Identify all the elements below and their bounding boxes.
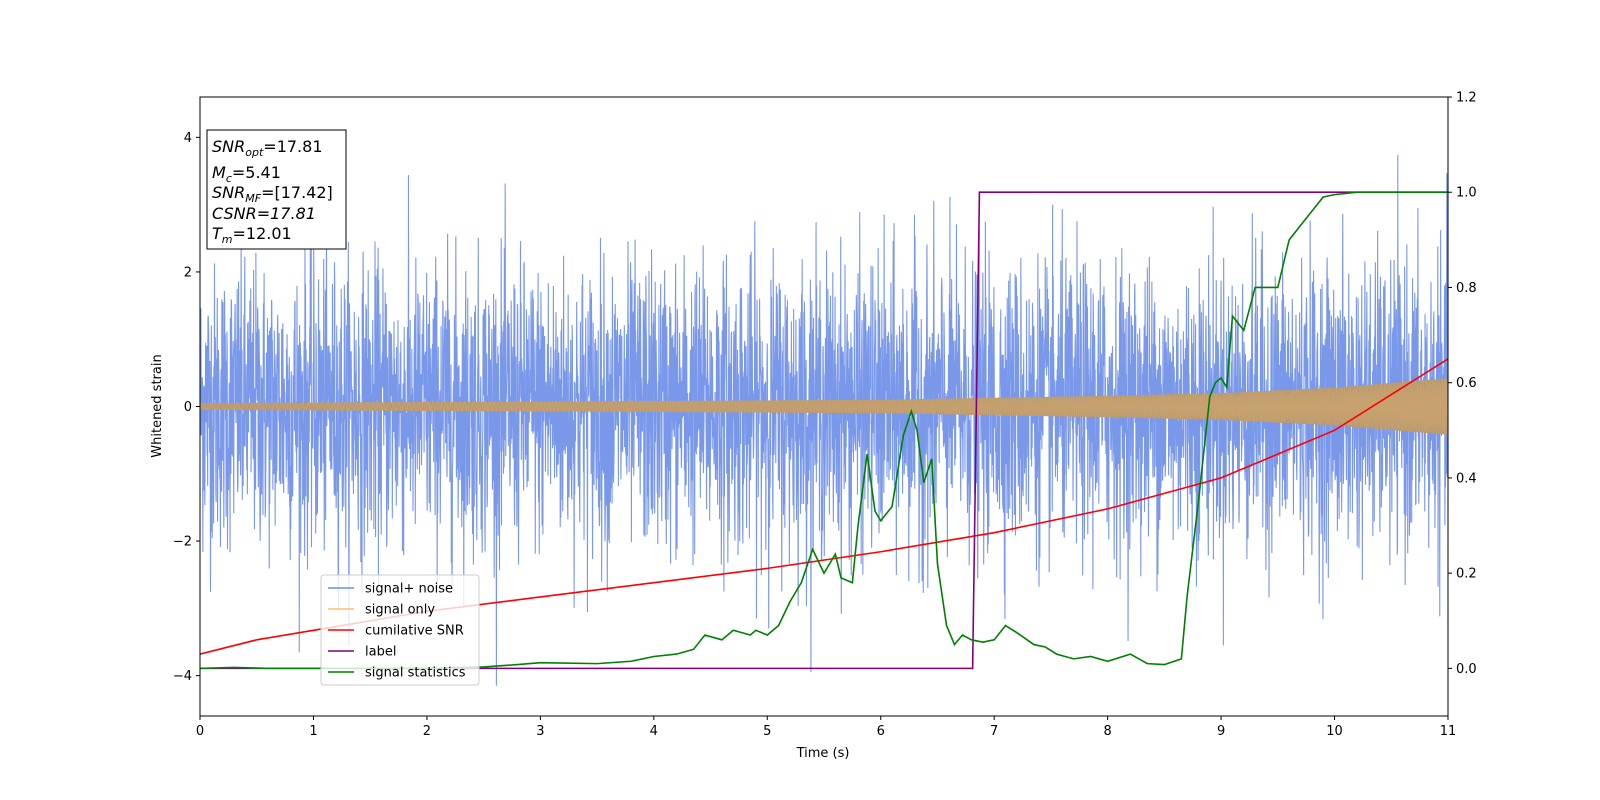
- y-axis-label: Whitened strain: [150, 354, 165, 457]
- y-tick-label: 2: [184, 265, 192, 280]
- y2-tick-label: 0.8: [1456, 281, 1477, 296]
- y-tick-label: −4: [173, 669, 192, 684]
- mc-text: Mc=5.41: [212, 163, 281, 185]
- legend-label: label: [365, 645, 396, 660]
- csnr-text: CSNR=17.81: [212, 204, 316, 223]
- x-tick-label: 1: [309, 724, 317, 739]
- y-axis-left: 4 2 0 −2 −4: [173, 131, 200, 684]
- label-line: [200, 191, 1448, 670]
- x-tick-label: 8: [1103, 724, 1111, 739]
- y2-tick-label: 0.2: [1456, 567, 1477, 582]
- plot-area: [200, 154, 1448, 686]
- legend-label: signal+ noise: [365, 582, 453, 597]
- legend-frame: [320, 574, 480, 686]
- x-tick-label: 4: [650, 724, 658, 739]
- x-tick-label: 10: [1326, 724, 1343, 739]
- legend-label: cumilative SNR: [365, 624, 464, 639]
- y-tick-label: −2: [173, 535, 192, 550]
- snr-mf-text: SNRMF=[17.42]: [212, 183, 333, 205]
- y2-tick-label: 0.6: [1456, 376, 1477, 391]
- signal-only-series: [200, 378, 1448, 435]
- legend: signal+ noise signal only cumilative SNR la…: [320, 574, 480, 686]
- x-tick-label: 6: [877, 724, 885, 739]
- metrics-annotation-box: SNRopt=17.81 Mc=5.41 SNRMF=[17.42] CSNR=…: [206, 129, 347, 250]
- cumilative-snr-line: [200, 358, 1448, 655]
- signal-statistics-line: [200, 191, 1448, 670]
- y2-tick-label: 0.0: [1456, 662, 1477, 677]
- y-tick-label: 4: [184, 131, 192, 146]
- signal-only-line: [200, 379, 1448, 435]
- y-tick-label: 0: [184, 400, 192, 415]
- legend-label: signal only: [365, 603, 435, 618]
- x-tick-label: 2: [423, 724, 431, 739]
- right-axis-series: [200, 191, 1448, 670]
- tm-text: Tm=12.01: [212, 224, 292, 246]
- x-tick-label: 3: [536, 724, 544, 739]
- x-tick-label: 11: [1440, 724, 1457, 739]
- y2-tick-label: 0.4: [1456, 471, 1477, 486]
- y2-tick-label: 1.0: [1456, 186, 1477, 201]
- snr-opt-text: SNRopt=17.81: [212, 137, 323, 159]
- legend-label: signal statistics: [365, 666, 466, 681]
- y2-tick-label: 1.2: [1456, 91, 1477, 106]
- x-tick-label: 0: [196, 724, 204, 739]
- y-axis-right: 1.2 1.0 0.8 0.6 0.4 0.2 0.0: [1448, 91, 1477, 677]
- signal-only-band: [200, 378, 1448, 435]
- x-tick-label: 9: [1217, 724, 1225, 739]
- x-tick-label: 5: [763, 724, 771, 739]
- x-axis-label: Time (s): [796, 746, 850, 761]
- x-tick-label: 7: [990, 724, 998, 739]
- x-axis: 0 1 2 3 4 5 6 7 8 9 10 11: [196, 716, 1456, 739]
